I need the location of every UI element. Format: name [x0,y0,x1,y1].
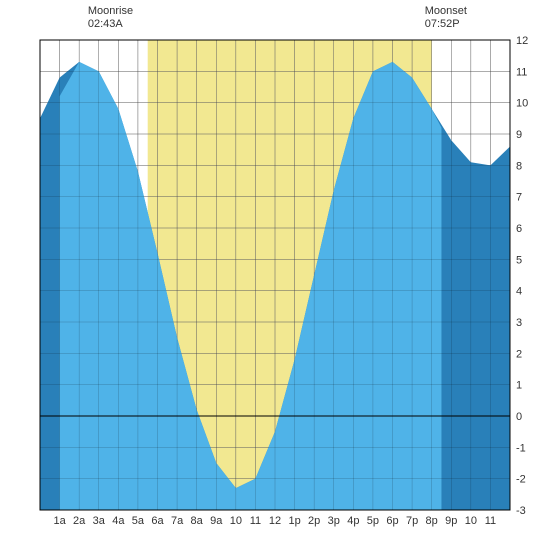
svg-text:5p: 5p [367,515,379,527]
svg-text:4: 4 [516,286,522,298]
svg-text:1: 1 [516,380,522,392]
svg-text:2a: 2a [73,515,86,527]
svg-text:12: 12 [269,515,281,527]
svg-text:10: 10 [516,98,528,110]
svg-text:-3: -3 [516,505,526,517]
svg-text:7p: 7p [406,515,418,527]
svg-text:10: 10 [230,515,242,527]
svg-text:6: 6 [516,223,522,235]
svg-text:5: 5 [516,254,522,266]
svg-text:11: 11 [485,515,496,527]
moonrise-label: Moonrise 02:43A [88,5,133,31]
svg-text:3a: 3a [93,515,106,527]
svg-text:3: 3 [516,317,522,329]
svg-text:-1: -1 [516,442,526,454]
svg-text:7: 7 [516,192,522,204]
svg-text:8p: 8p [426,515,438,527]
svg-text:4a: 4a [112,515,125,527]
svg-text:2: 2 [516,348,522,360]
svg-text:8a: 8a [191,515,204,527]
svg-text:9: 9 [516,129,522,141]
svg-text:1p: 1p [288,515,300,527]
svg-text:0: 0 [516,411,522,423]
svg-text:4p: 4p [347,515,359,527]
svg-text:5a: 5a [132,515,145,527]
svg-text:1a: 1a [53,515,66,527]
tide-chart: Moonrise 02:43A Moonset 07:52P -3-2-1012… [0,0,550,550]
svg-text:12: 12 [516,35,528,47]
svg-text:11: 11 [516,66,527,78]
svg-text:6p: 6p [386,515,398,527]
svg-text:3p: 3p [328,515,340,527]
moonrise-title: Moonrise [88,5,133,18]
svg-text:9p: 9p [445,515,457,527]
svg-text:2p: 2p [308,515,320,527]
moonset-label: Moonset 07:52P [425,5,467,31]
moonrise-time: 02:43A [88,18,133,31]
svg-text:8: 8 [516,160,522,172]
svg-text:-2: -2 [516,474,526,486]
svg-text:9a: 9a [210,515,223,527]
svg-text:11: 11 [250,515,261,527]
svg-text:10: 10 [465,515,477,527]
moonset-time: 07:52P [425,18,467,31]
chart-svg: -3-2-101234567891011121a2a3a4a5a6a7a8a9a… [0,0,550,550]
svg-text:6a: 6a [151,515,164,527]
svg-text:7a: 7a [171,515,184,527]
moonset-title: Moonset [425,5,467,18]
